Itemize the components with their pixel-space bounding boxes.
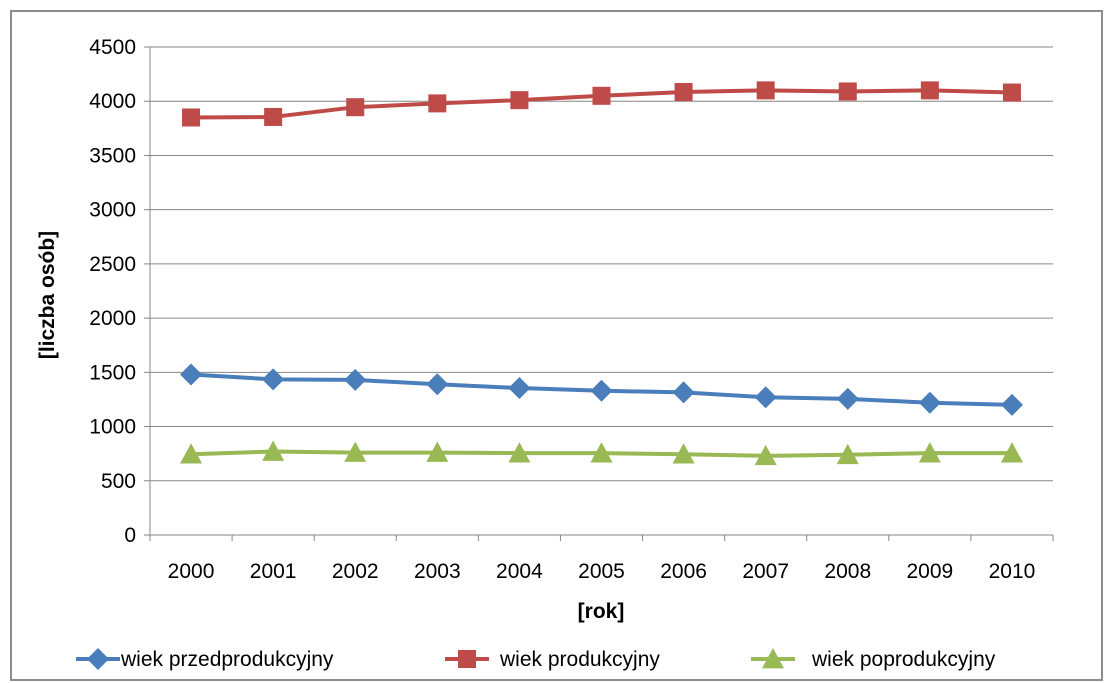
y-tick-label: 500: [101, 470, 136, 493]
x-tick-label: 2004: [496, 560, 543, 583]
y-tick-label: 0: [124, 524, 136, 547]
data-point: [754, 444, 777, 466]
data-point: [344, 441, 367, 462]
data-point: [918, 442, 941, 463]
data-point: [838, 82, 857, 101]
x-tick-label: 2002: [332, 560, 379, 583]
data-point: [672, 381, 695, 404]
data-point: [672, 443, 695, 464]
y-tick-label: 1000: [89, 416, 136, 439]
x-tick-label: 2003: [414, 560, 461, 583]
axes: [144, 46, 1054, 541]
data-point: [836, 387, 859, 410]
data-point: [1000, 442, 1023, 463]
legend-marker: [762, 648, 784, 669]
data-point: [344, 368, 367, 391]
legend-label: wiek przedprodukcyjny: [120, 648, 334, 671]
data-point: [264, 107, 283, 126]
series-3: [180, 440, 1023, 466]
data-point: [590, 442, 613, 463]
legend-label: wiek poprodukcyjny: [811, 648, 996, 671]
y-tick-label: 3500: [89, 144, 136, 167]
data-point: [426, 373, 449, 396]
y-tick-label: 1500: [89, 361, 136, 384]
y-tick-label: 4500: [89, 36, 136, 59]
data-point: [836, 443, 859, 465]
data-point: [918, 391, 941, 414]
data-point: [920, 81, 939, 100]
data-point: [428, 94, 447, 113]
data-point: [426, 441, 449, 462]
series-group: [180, 81, 1023, 466]
data-point: [182, 108, 201, 127]
x-tick-labels: 2000 2001 2002 2003 2004 2005 2006 2007 2008 2009…: [168, 560, 1036, 583]
legend-item-1: wiek przedprodukcyjny: [76, 648, 334, 671]
data-point: [1000, 393, 1023, 416]
y-tick-label: 3000: [89, 199, 136, 222]
data-point: [346, 98, 365, 117]
data-point: [262, 368, 285, 391]
data-point: [1002, 83, 1021, 102]
x-tick-label: 2001: [250, 560, 297, 583]
legend-item-3: wiek poprodukcyjny: [751, 648, 996, 671]
data-point: [592, 86, 611, 105]
gridlines: [150, 46, 1053, 482]
series-1: [180, 363, 1023, 416]
x-tick-label: 2010: [989, 560, 1036, 583]
x-tick-label: 2006: [660, 560, 707, 583]
y-axis-title: [liczba osób]: [36, 231, 59, 359]
data-point: [510, 91, 529, 110]
legend: wiek przedprodukcyjny wiek produkcyjny wie…: [76, 648, 996, 671]
data-point: [590, 379, 613, 402]
legend-label: wiek produkcyjny: [499, 648, 660, 671]
x-tick-label: 2005: [578, 560, 625, 583]
legend-marker: [458, 650, 476, 668]
y-tick-label: 2500: [89, 253, 136, 276]
y-tick-labels: 0 500 1000 1500 2000 2500 3000 3500 4000 4500: [89, 36, 136, 547]
x-axis-title: [rok]: [578, 600, 625, 623]
x-tick-label: 2009: [907, 560, 954, 583]
data-point: [262, 440, 285, 461]
data-point: [180, 363, 203, 386]
x-tick-label: 2008: [824, 560, 871, 583]
x-tick-label: 2000: [168, 560, 215, 583]
data-point: [508, 377, 531, 400]
series-2: [182, 81, 1021, 127]
legend-item-2: wiek produkcyjny: [445, 648, 660, 671]
y-tick-label: 4000: [89, 90, 136, 113]
data-point: [180, 443, 203, 464]
data-point: [756, 81, 775, 100]
legend-marker: [87, 648, 109, 670]
x-tick-label: 2007: [742, 560, 789, 583]
data-point: [674, 83, 693, 102]
y-tick-label: 2000: [89, 307, 136, 330]
data-point: [754, 386, 777, 409]
data-point: [508, 442, 531, 463]
